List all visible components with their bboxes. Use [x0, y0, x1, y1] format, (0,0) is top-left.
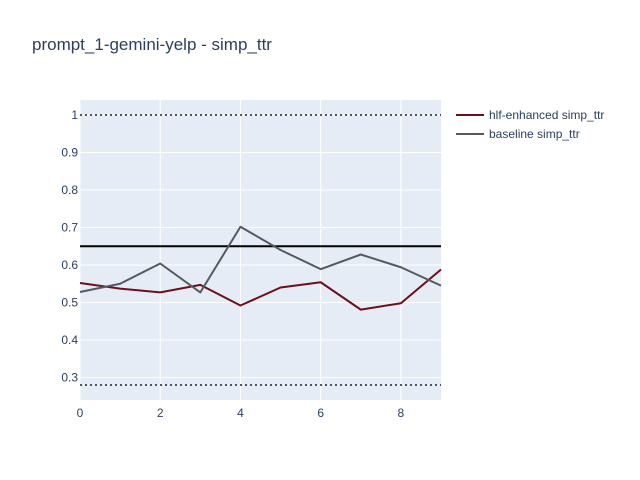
y-tick-label: 0.5	[61, 296, 78, 310]
chart-title: prompt_1-gemini-yelp - simp_ttr	[32, 35, 272, 54]
legend-label: baseline simp_ttr	[489, 127, 580, 141]
legend[interactable]: hlf-enhanced simp_ttr baseline simp_ttr	[456, 108, 604, 141]
x-tick-label: 2	[157, 406, 164, 420]
y-tick-label: 0.6	[61, 258, 78, 272]
series-line-0	[79, 268, 442, 311]
reference-lines	[80, 114, 441, 386]
x-tick-label: 8	[398, 406, 405, 420]
y-tick-label: 1	[71, 108, 78, 122]
series-lines	[79, 225, 442, 311]
legend-item-1[interactable]: baseline simp_ttr	[456, 127, 580, 141]
y-tick-label: 0.9	[61, 146, 78, 160]
x-tick-label: 6	[317, 406, 324, 420]
plot-area	[80, 100, 441, 400]
y-tick-label: 0.4	[61, 333, 78, 347]
x-tick-label: 4	[237, 406, 244, 420]
series-line-1	[79, 225, 442, 294]
y-tick-label: 0.3	[61, 371, 78, 385]
y-tick-label: 0.7	[61, 221, 78, 235]
legend-item-0[interactable]: hlf-enhanced simp_ttr	[456, 108, 604, 122]
legend-label: hlf-enhanced simp_ttr	[489, 108, 604, 122]
x-tick-label: 0	[77, 406, 84, 420]
y-tick-label: 0.8	[61, 183, 78, 197]
y-axis-ticks: 0.3 0.4 0.5 0.6 0.7 0.8 0.9 1	[61, 108, 78, 385]
x-axis-ticks: 0 2 4 6 8	[77, 406, 405, 420]
